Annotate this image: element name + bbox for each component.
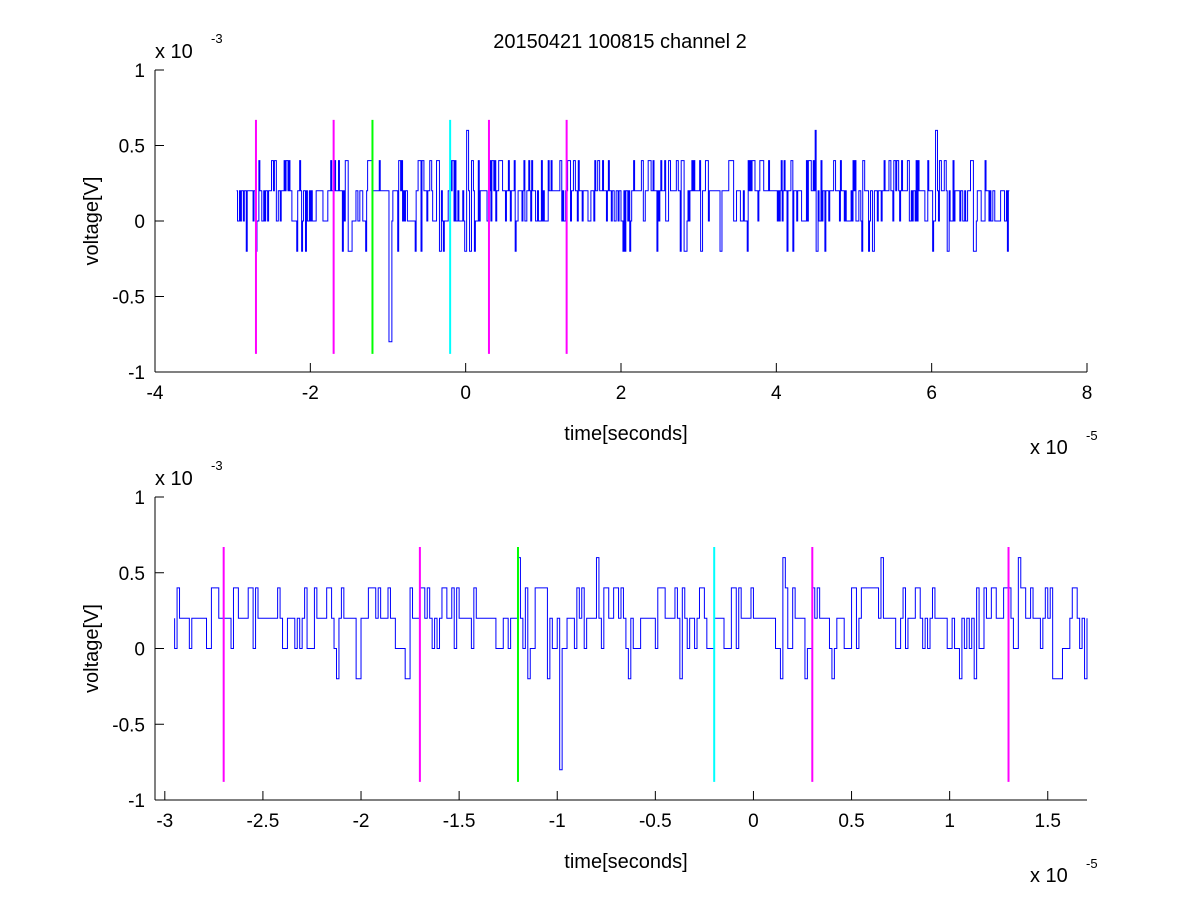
x-tick-label: 2 [616,383,627,404]
y-tick-label: 0 [134,640,145,661]
y-exponent-power: -3 [211,458,223,473]
x-tick-label: 8 [1082,383,1093,404]
signal-trace [236,129,1010,343]
x-tick-label: -2.5 [247,811,280,832]
top-plot: -4 -2 0 2 4 6 8 -1 -0.5 0 0.5 1 time[seconds] voltage… [81,31,1098,459]
y-tick-label: 0 [134,212,145,233]
x-tick-label: -3 [156,811,173,832]
y-tick-label: 0.5 [119,564,145,585]
y-exponent-power: -3 [211,31,223,46]
y-tick-label: -1 [128,363,145,384]
x-tick-label: -1.5 [443,811,476,832]
y-exponent-label: x 10 [155,468,193,490]
y-exponent-label: x 10 [155,41,193,63]
y-tick-label: 1 [134,61,145,82]
y-tick-label: 1 [134,488,145,509]
x-tick-label: 1.5 [1035,811,1061,832]
y-tick-label: 0.5 [119,137,145,158]
x-tick-label: -0.5 [639,811,672,832]
y-axis-label: voltage[V] [81,177,103,266]
x-tick-label: 0 [460,383,471,404]
x-exponent-label: x 10 [1030,437,1068,459]
y-tick-label: -0.5 [112,288,145,309]
bottom-plot: -3 -2.5 -2 -1.5 -1 -0.5 0 0.5 1 1.5 -1 -0.5 0 0.5 1 tim… [81,458,1098,887]
x-tick-label: 0.5 [838,811,864,832]
x-tick-label: -1 [549,811,566,832]
x-tick-label: 0 [748,811,759,832]
x-tick-label: 6 [926,383,937,404]
x-tick-label: 4 [771,383,782,404]
x-tick-label: -4 [147,383,164,404]
x-exponent-label: x 10 [1030,865,1068,887]
x-tick-label: -2 [353,811,370,832]
y-tick-label: -1 [128,791,145,812]
x-axis-label: time[seconds] [564,851,687,873]
x-exponent-power: -5 [1086,856,1098,871]
x-tick-label: -2 [302,383,319,404]
x-tick-label: 1 [944,811,955,832]
signal-trace [174,557,1088,771]
x-exponent-power: -5 [1086,428,1098,443]
y-axis-label: voltage[V] [81,604,103,693]
figure-title: 20150421 100815 channel 2 [493,31,747,53]
y-tick-label: -0.5 [112,715,145,736]
x-axis-label: time[seconds] [564,423,687,445]
